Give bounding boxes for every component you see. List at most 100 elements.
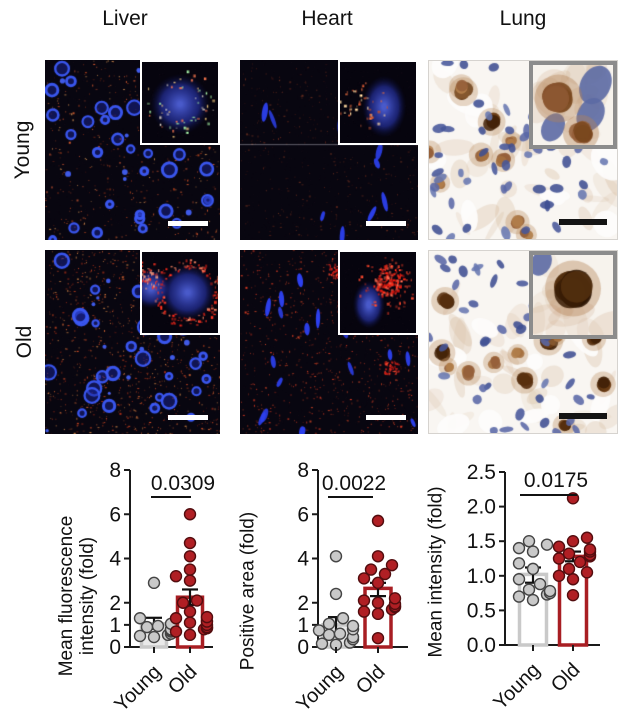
panel-lung-young xyxy=(428,60,618,240)
chart-plot-heart: 012 4 6 8 Young Old 0.0022 xyxy=(292,459,408,716)
y-tick-label: 6 xyxy=(109,503,121,526)
data-point-young xyxy=(329,550,343,563)
data-point-young xyxy=(543,584,557,598)
scale-bar xyxy=(559,413,607,419)
chart-plot-lung: 0.0 0.5 1.0 1.5 2.0 2.5 Young Old 0.0175 xyxy=(467,461,600,714)
data-point-old xyxy=(364,563,378,576)
y-tick-label: 4 xyxy=(297,548,309,571)
data-point-young xyxy=(512,590,526,603)
data-point-young xyxy=(315,637,329,650)
data-point-young xyxy=(522,534,536,548)
data-point-old xyxy=(176,596,190,609)
data-point-old xyxy=(371,607,385,621)
data-point-young xyxy=(512,541,526,555)
y-tick-label: 2 xyxy=(297,592,309,615)
data-point-young xyxy=(540,538,554,551)
data-point-old xyxy=(183,508,197,521)
data-point-young xyxy=(133,612,147,625)
y-tick-label: 1 xyxy=(109,614,121,637)
panel-heart-young xyxy=(240,60,418,240)
lung-young-inset xyxy=(529,61,617,149)
data-point-old xyxy=(552,569,566,583)
data-point-young xyxy=(151,619,165,633)
scale-bar xyxy=(168,221,208,226)
data-point-young xyxy=(346,619,360,633)
data-point-old xyxy=(183,536,197,550)
heart-young-inset xyxy=(338,60,418,145)
liver-old-inset-image xyxy=(142,252,218,333)
data-point-old xyxy=(183,616,197,629)
data-point-old xyxy=(388,592,402,605)
lung-old-inset xyxy=(529,251,617,339)
data-point-old xyxy=(371,514,385,528)
data-point-young xyxy=(147,576,161,590)
data-point-young xyxy=(526,593,540,607)
data-point-old xyxy=(200,610,214,624)
data-point-old xyxy=(371,631,385,645)
data-point-old xyxy=(169,625,183,638)
lung-old-inset-image xyxy=(533,255,613,335)
data-point-young xyxy=(333,627,347,640)
x-tick-label-young: Young xyxy=(292,661,347,716)
data-point-old xyxy=(562,562,576,576)
data-point-old xyxy=(580,531,594,544)
data-point-old xyxy=(183,550,197,563)
ylabel-lung-chart: Mean intensity (fold) xyxy=(425,486,447,658)
panel-lung-old xyxy=(428,250,618,434)
ylabel-liver-chart: Mean fluorescence intensity (fold) xyxy=(56,515,98,677)
data-point-old xyxy=(378,567,392,581)
data-point-old xyxy=(552,552,566,565)
panel-heart-old xyxy=(240,250,418,434)
scale-bar xyxy=(366,221,406,226)
data-point-young xyxy=(133,629,147,643)
liver-old-inset xyxy=(140,250,220,335)
x-tick-label-old: Old xyxy=(164,661,202,699)
scale-bar xyxy=(168,415,208,420)
y-tick-label: 0 xyxy=(109,636,121,659)
data-point-old xyxy=(183,628,197,642)
y-tick-label: 4 xyxy=(109,548,121,571)
data-point-old xyxy=(583,543,597,556)
y-tick-label: 1.0 xyxy=(467,565,496,588)
y-tick-label: 8 xyxy=(109,459,121,482)
y-tick-label: 0.5 xyxy=(467,599,496,622)
data-point-young xyxy=(526,545,540,558)
data-point-old xyxy=(183,563,197,576)
panel-liver-old xyxy=(45,250,220,434)
row-label-old: Old xyxy=(13,325,36,359)
data-point-young xyxy=(312,624,326,637)
y-tick-label: 0.0 xyxy=(467,634,496,657)
data-point-young xyxy=(329,587,343,601)
data-point-old xyxy=(357,594,371,607)
data-point-old xyxy=(183,574,197,587)
data-point-old xyxy=(169,569,183,583)
x-tick-label-young: Young xyxy=(110,661,165,716)
data-point-old xyxy=(566,534,580,548)
chart-heart: 0 1 2 4 6 8 Young Old 0.0022 xyxy=(280,452,422,725)
heart-old-inset xyxy=(338,250,418,335)
liver-young-inset-image xyxy=(142,62,218,143)
data-point-old xyxy=(169,612,183,625)
y-tick-label: 6 xyxy=(297,503,309,526)
data-point-young xyxy=(522,583,536,596)
row-label-young: Young xyxy=(11,120,34,180)
y-tick-label: 2 xyxy=(109,592,121,615)
data-point-old xyxy=(552,540,566,553)
data-point-old xyxy=(371,576,385,590)
x-tick-label-young: Young xyxy=(489,659,544,714)
x-tick-label-old: Old xyxy=(547,659,585,697)
column-header-liver: Liver xyxy=(102,7,148,30)
scale-bar xyxy=(559,219,607,225)
data-point-old xyxy=(573,555,587,569)
data-point-old xyxy=(562,547,576,560)
data-point-old xyxy=(357,572,371,585)
p-value: 0.0309 xyxy=(151,472,215,495)
data-point-young xyxy=(533,577,547,591)
y-tick-label: 2.5 xyxy=(467,461,496,484)
data-point-old xyxy=(385,558,399,572)
column-header-heart: Heart xyxy=(301,7,353,30)
scale-bar xyxy=(366,415,406,420)
chart-lung: 0.0 0.5 1.0 1.5 2.0 2.5 Young Old 0.0175 xyxy=(450,452,622,725)
data-point-old xyxy=(357,605,371,618)
